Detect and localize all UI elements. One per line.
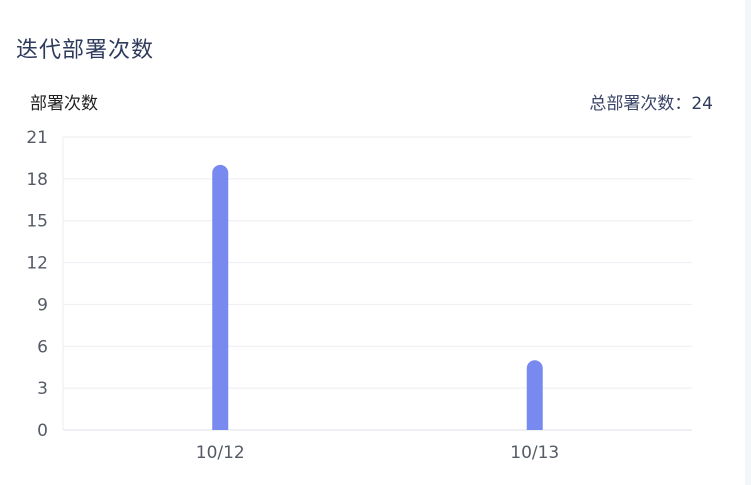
x-tick-label: 10/13 (510, 443, 559, 463)
card-title: 迭代部署次数 (16, 38, 155, 63)
y-tick-label: 15 (26, 212, 48, 232)
bar-10-12 (212, 164, 229, 430)
y-tick-label: 9 (37, 295, 48, 315)
y-tick-label: 18 (26, 170, 48, 190)
bar-10-13 (526, 360, 543, 430)
total-label: 总部署次数： (589, 94, 692, 114)
x-tick-label: 10/12 (196, 443, 245, 463)
total-value: 24 (691, 94, 713, 114)
y-tick-label: 0 (37, 421, 48, 441)
chart-y-label: 部署次数 (30, 94, 98, 114)
y-tick-label: 12 (26, 254, 48, 274)
y-tick-label: 3 (37, 379, 48, 399)
y-tick-label: 21 (26, 128, 48, 148)
total-deployments: 总部署次数：24 (589, 89, 713, 114)
y-tick-label: 6 (37, 337, 48, 357)
